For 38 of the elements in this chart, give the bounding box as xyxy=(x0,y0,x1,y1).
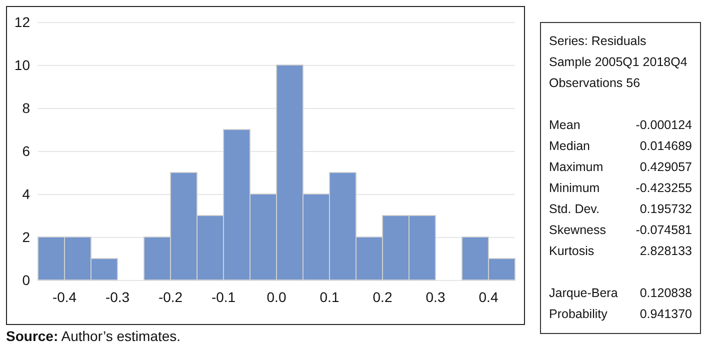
text: 0.195732 xyxy=(640,202,692,216)
x-tick-label: -0.4 xyxy=(52,289,77,305)
x-tick-label: 0.3 xyxy=(426,289,446,305)
category-label: Maximum xyxy=(549,159,604,176)
text: -0.423255 xyxy=(636,181,692,195)
y-tick-label: 2 xyxy=(22,229,30,245)
x-tick-label: 0.2 xyxy=(372,289,392,305)
y-tick-label: 10 xyxy=(14,57,30,73)
source-note: Source: Author’s estimates. xyxy=(6,328,181,344)
x-tick-label: -0.1 xyxy=(211,289,236,305)
text: Series: Residuals xyxy=(549,33,648,50)
category-label: Probability xyxy=(549,306,608,323)
category-label: Std. Dev. xyxy=(549,201,600,218)
y-tick-label: 0 xyxy=(22,272,30,288)
text: 0.941370 xyxy=(640,307,692,321)
text: 0.120838 xyxy=(640,286,692,300)
category-label: Median xyxy=(549,138,590,155)
x-tick-label: 0.4 xyxy=(478,289,498,305)
category-label: Kurtosis xyxy=(549,243,594,260)
text: Sample 2005Q1 2018Q4 xyxy=(549,54,688,71)
text: Observations 56 xyxy=(549,75,642,92)
category-label: Mean xyxy=(549,117,580,134)
x-tick-label: -0.2 xyxy=(158,289,183,305)
text: 0.429057 xyxy=(640,160,692,174)
y-tick-label: 12 xyxy=(14,14,30,30)
category-label: Minimum xyxy=(549,180,600,197)
text: -0.074581 xyxy=(636,223,692,237)
category-label: Jarque-Bera xyxy=(549,285,618,302)
text: 0.014689 xyxy=(640,139,692,153)
x-tick-label: -0.3 xyxy=(105,289,130,305)
y-tick-label: 8 xyxy=(22,100,30,116)
text: -0.000124 xyxy=(636,118,692,132)
text: 2.828133 xyxy=(640,244,692,258)
y-tick-label: 4 xyxy=(22,186,30,202)
x-tick-label: 0.1 xyxy=(320,289,340,305)
y-tick-label: 6 xyxy=(22,143,30,159)
x-tick-label: 0.0 xyxy=(266,289,286,305)
category-label: Skewness xyxy=(549,222,606,239)
